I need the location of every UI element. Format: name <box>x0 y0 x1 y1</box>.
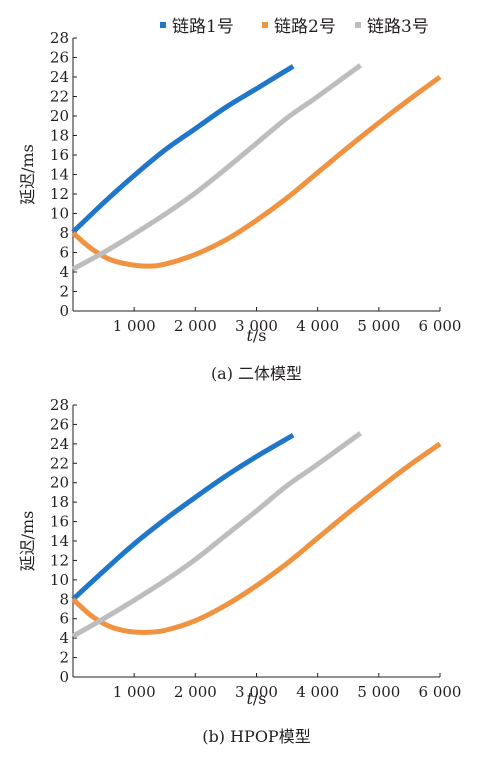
legend-swatch-link1 <box>160 21 166 28</box>
legend-item-link3: 链路3号 <box>355 12 429 37</box>
chart-a-x-tick-label: 4 000 <box>296 317 339 335</box>
chart-a-x-axis-label-var: t <box>246 326 253 345</box>
chart-a-y-tick-label: 22 <box>50 88 69 106</box>
legend-label-link2: 链路2号 <box>274 17 336 37</box>
chart-b-x-axis-label-unit: /s <box>253 689 267 708</box>
chart-a-y-tick-label: 18 <box>50 127 69 145</box>
chart-b-y-axis-label: 延迟/ms <box>18 511 37 572</box>
legend-item-link1: 链路1号 <box>160 12 234 37</box>
chart-b-y-tick-label: 16 <box>50 513 69 531</box>
chart-a-x-axis-label-unit: /s <box>253 326 267 345</box>
chart-b-y-tick-label: 26 <box>50 415 69 433</box>
chart-b-y-tick-label: 22 <box>50 454 69 472</box>
legend: 链路1号 链路2号 链路3号 <box>0 12 493 40</box>
chart-b-x-tick-label: 5 000 <box>357 683 400 701</box>
chart-b-y-tick-label: 2 <box>59 649 69 667</box>
legend-swatch-link3 <box>355 21 361 28</box>
chart-a-x-tick-label: 3 000 <box>235 317 278 335</box>
chart-b-x-axis-label-var: t <box>246 689 253 708</box>
chart-a-series-link3-line <box>71 63 362 272</box>
legend-label-link3: 链路3号 <box>367 17 429 37</box>
chart-a-y-tick-label: 24 <box>50 68 69 86</box>
chart-b-caption: (b) HPOP模型 <box>202 727 310 746</box>
chart-a-y-tick-label: 12 <box>50 185 69 203</box>
chart-b-series-link2-line <box>71 441 442 635</box>
chart-a-series-link1-line <box>71 64 295 234</box>
chart-b-x-tick-label: 4 000 <box>296 683 339 701</box>
chart-b-x-tick-label: 1 000 <box>113 683 156 701</box>
chart-b-y-tick-label: 20 <box>50 474 69 492</box>
chart-a-y-tick-label: 20 <box>50 107 69 125</box>
chart-b-y-tick-label: 24 <box>50 435 69 453</box>
chart-b-y-tick-label: 28 <box>50 396 69 414</box>
chart-b-x-tick-label: 2 000 <box>174 683 217 701</box>
chart-a-y-tick-label: 10 <box>50 205 69 223</box>
chart-b-y-tick-label: 6 <box>59 610 69 628</box>
legend-swatch-link2 <box>262 21 268 28</box>
chart-a-x-tick-label: 6 000 <box>419 317 462 335</box>
chart-b-x-axis-label: t/s <box>246 689 266 708</box>
chart-a-y-tick-label: 28 <box>50 29 69 47</box>
chart-a-y-tick-label: 0 <box>59 302 69 320</box>
legend-item-link2: 链路2号 <box>262 12 336 37</box>
chart-a-y-tick-label: 8 <box>59 224 69 242</box>
chart-a-x-tick-label: 5 000 <box>357 317 400 335</box>
chart-a-y-tick-label: 4 <box>59 263 69 281</box>
chart-b-series-link3-line <box>71 431 362 639</box>
chart-b-y-tick-label: 0 <box>59 668 69 686</box>
legend-label-link1: 链路1号 <box>172 17 234 37</box>
chart-a-y-tick-label: 26 <box>50 49 69 67</box>
chart-a-y-tick-label: 6 <box>59 244 69 262</box>
chart-b-series-link1-line <box>71 432 295 602</box>
chart-b-y-tick-label: 10 <box>50 571 69 589</box>
chart-b-x-tick-label: 6 000 <box>419 683 462 701</box>
chart-b-x-tick-label: 3 000 <box>235 683 278 701</box>
chart-a-series-link2-line <box>71 74 442 269</box>
chart-b-y-tick-label: 8 <box>59 590 69 608</box>
chart-a-y-tick-label: 2 <box>59 283 69 301</box>
chart-b-y-tick-label: 4 <box>59 629 69 647</box>
chart-b-y-tick-label: 12 <box>50 551 69 569</box>
chart-a-y-tick-label: 16 <box>50 146 69 164</box>
chart-a-caption: (a) 二体模型 <box>211 364 302 383</box>
chart-a-x-axis-label: t/s <box>246 326 266 345</box>
chart-a-y-tick-label: 14 <box>50 166 69 184</box>
chart-b-y-tick-label: 14 <box>50 532 69 550</box>
chart-a-x-tick-label: 1 000 <box>113 317 156 335</box>
chart-b-y-tick-label: 18 <box>50 493 69 511</box>
chart-a-x-tick-label: 2 000 <box>174 317 217 335</box>
chart-a-y-axis-label: 延迟/ms <box>18 144 37 205</box>
